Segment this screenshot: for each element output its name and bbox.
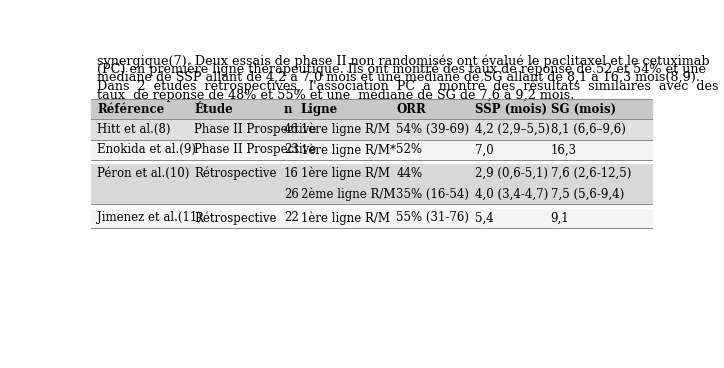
Text: 52%: 52% (396, 144, 422, 156)
Text: 7,0: 7,0 (475, 144, 494, 156)
Text: SG (mois): SG (mois) (550, 103, 615, 116)
Text: Ligne: Ligne (301, 103, 338, 116)
Bar (90, 160, 652, 163)
Text: taux  de réponse de 48% et 55% et une  médiane de SG de 7,6 à 9,2 mois.: taux de réponse de 48% et 55% et une méd… (97, 88, 574, 102)
Text: 16: 16 (284, 167, 299, 180)
Text: 2ème ligne R/M: 2ème ligne R/M (301, 187, 395, 201)
Bar (90, 204, 652, 208)
Text: 55% (31-76): 55% (31-76) (396, 211, 469, 224)
Text: Référence: Référence (97, 103, 164, 116)
Text: Péron et al.(10): Péron et al.(10) (97, 167, 190, 180)
Text: Phase II Prospective: Phase II Prospective (194, 123, 316, 136)
Text: Dans  2  études  rétrospectives,  l'association  PC  a  montré  des  résultats  : Dans 2 études rétrospectives, l'associat… (97, 79, 719, 93)
Text: ORR: ORR (396, 103, 426, 116)
Text: Jimenez et al.(11): Jimenez et al.(11) (97, 211, 202, 224)
Text: 46: 46 (284, 123, 299, 136)
Text: 23: 23 (284, 144, 299, 156)
Text: 35% (16-54): 35% (16-54) (396, 188, 469, 201)
Bar (90, 119, 652, 139)
Text: 44%: 44% (396, 167, 422, 180)
Bar (90, 139, 652, 160)
Text: 9,1: 9,1 (550, 211, 569, 224)
Text: SSP (mois): SSP (mois) (475, 103, 547, 116)
Text: Étude: Étude (194, 103, 233, 116)
Text: Rétrospective: Rétrospective (194, 211, 277, 224)
Text: médiane de SSP allant de 4,2 à 7,0 mois et une médiane de SG allant de 8,1 à 16,: médiane de SSP allant de 4,2 à 7,0 mois … (97, 71, 700, 84)
Text: 16,3: 16,3 (550, 144, 577, 156)
Text: 4,2 (2,9–5,5): 4,2 (2,9–5,5) (475, 123, 550, 136)
Text: Rétrospective: Rétrospective (194, 167, 277, 180)
Bar (90, 208, 652, 228)
Text: 54% (39-69): 54% (39-69) (396, 123, 469, 136)
Text: Enokida et al.(9): Enokida et al.(9) (97, 144, 196, 156)
Text: 4,0 (3,4-4,7): 4,0 (3,4-4,7) (475, 188, 548, 201)
Bar (90, 163, 652, 184)
Text: 26: 26 (284, 188, 299, 201)
Text: 22: 22 (284, 211, 299, 224)
Text: synergique(7). Deux essais de phase II non randomisés ont évalué le paclitaxel e: synergique(7). Deux essais de phase II n… (97, 54, 710, 68)
Text: 1ère ligne R/M: 1ère ligne R/M (301, 123, 390, 136)
Text: 1ère ligne R/M: 1ère ligne R/M (301, 167, 390, 180)
Text: (PC) en première ligne thérapeutique. Ils ont montré des taux de réponse de 52 e: (PC) en première ligne thérapeutique. Il… (97, 63, 706, 76)
Text: 2,9 (0,6-5,1): 2,9 (0,6-5,1) (475, 167, 548, 180)
Text: Hitt et al.(8): Hitt et al.(8) (97, 123, 171, 136)
Text: 5,4: 5,4 (475, 211, 494, 224)
Text: n: n (284, 103, 292, 116)
Text: 1ère ligne R/M*: 1ère ligne R/M* (301, 143, 396, 157)
Text: 1ère ligne R/M: 1ère ligne R/M (301, 211, 390, 224)
Text: 8,1 (6,6–9,6): 8,1 (6,6–9,6) (550, 123, 626, 136)
Text: Phase II Prospective: Phase II Prospective (194, 144, 316, 156)
Text: 7,5 (5,6-9,4): 7,5 (5,6-9,4) (550, 188, 624, 201)
Text: 7,6 (2,6-12,5): 7,6 (2,6-12,5) (550, 167, 631, 180)
Bar (90, 99, 652, 119)
Bar (90, 184, 652, 204)
